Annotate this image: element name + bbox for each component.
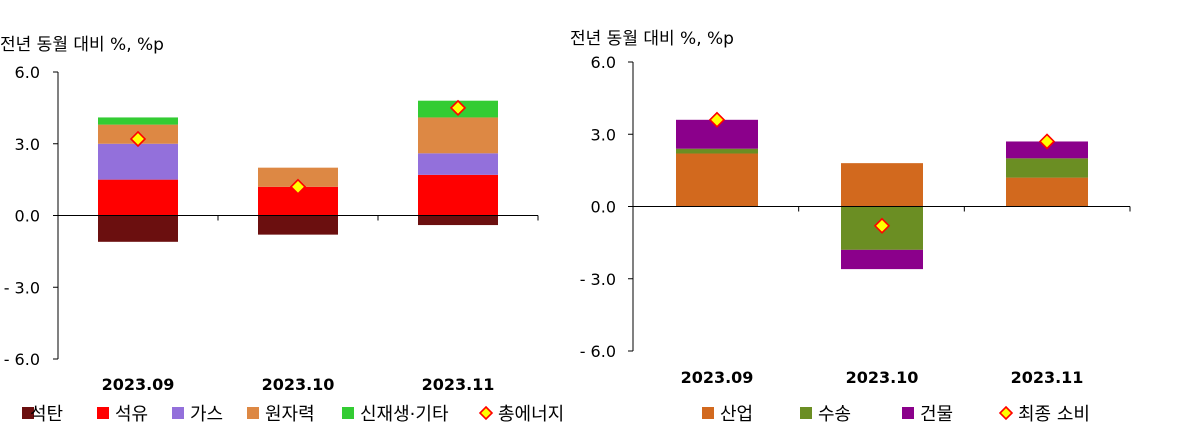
chart1-bar-1-0 — [676, 148, 758, 154]
chart1-legend-label-0: 산업 — [720, 404, 753, 425]
chart1-bar-1-2 — [1006, 158, 1088, 178]
chart1-y-tick-label: - 3.0 — [580, 270, 616, 289]
chart1-legend-label-2: 건물 — [920, 404, 953, 425]
chart0-total-marker-1 — [289, 178, 307, 195]
chart0-bar-2-0 — [98, 143, 178, 180]
chart0-y-tick-label: 6.0 — [15, 63, 40, 82]
chart1-legend-swatch-2 — [902, 407, 914, 419]
chart0-bar-2-2 — [418, 153, 498, 175]
chart1-legend-swatch-0 — [702, 407, 714, 419]
chart1-bar-0-1 — [841, 163, 923, 207]
chart1-total-marker-2 — [1038, 133, 1056, 150]
chart0-bar-1-0 — [98, 179, 178, 216]
chart0-bar-0-1 — [258, 215, 338, 235]
chart0-legend-label-5: 총에너지 — [498, 404, 564, 425]
chart1-bar-0-0 — [676, 153, 758, 207]
chart1-bar-2-1 — [841, 249, 923, 270]
chart0-legend-label-4: 신재생·기타 — [360, 404, 449, 425]
chart0-legend-label-3: 원자력 — [265, 404, 315, 425]
chart1-legend-label-1: 수송 — [818, 404, 851, 425]
chart1-category-label: 2023.09 — [681, 368, 754, 387]
chart1-y-tick-label: 6.0 — [591, 53, 616, 72]
chart0-category-label: 2023.11 — [422, 375, 495, 394]
chart0-bar-0-2 — [418, 215, 498, 226]
chart1-category-label: 2023.10 — [846, 368, 919, 387]
chart1-legend-label-3: 최종 소비 — [1018, 404, 1090, 425]
chart0-total-marker-2 — [449, 99, 467, 117]
chart0-bar-1-2 — [418, 174, 498, 216]
chart1-total-marker-1 — [873, 217, 891, 234]
chart1-y-tick-label: - 6.0 — [580, 342, 616, 361]
chart1-y-tick-label: 3.0 — [591, 125, 616, 144]
chart0-bar-4-0 — [98, 117, 178, 125]
chart0-legend-label-2: 가스 — [190, 404, 223, 425]
chart1-bar-0-2 — [1006, 177, 1088, 207]
chart0-legend-marker-total — [478, 405, 494, 421]
chart1-bar-2-2 — [1006, 141, 1088, 159]
chart0-legend-swatch-2 — [172, 407, 184, 419]
chart0-category-label: 2023.10 — [262, 375, 335, 394]
chart0-bar-0-0 — [98, 215, 178, 242]
chart0-y-tick-label: 3.0 — [15, 135, 40, 154]
chart1-legend-marker-total — [998, 405, 1014, 421]
chart1-legend-swatch-1 — [800, 407, 812, 419]
chart0-legend-swatch-0 — [22, 407, 34, 419]
chart0-total-marker-0 — [129, 130, 147, 148]
chart0-ylabel: 전년 동월 대비 %, %p — [0, 35, 164, 55]
chart1-ylabel: 전년 동월 대비 %, %p — [570, 29, 734, 49]
chart0-legend-label-0: 석탄 — [30, 404, 63, 425]
chart0-y-tick-label: - 3.0 — [4, 278, 40, 297]
chart1-y-tick-label: 0.0 — [591, 198, 616, 217]
chart0-legend-swatch-4 — [342, 407, 354, 419]
chart0-bar-3-1 — [258, 167, 338, 187]
chart1-category-label: 2023.11 — [1011, 368, 1084, 387]
chart0-y-tick-label: - 6.0 — [4, 350, 40, 369]
chart0-legend-swatch-1 — [97, 407, 109, 419]
chart0-legend-swatch-3 — [247, 407, 259, 419]
chart1-total-marker-0 — [708, 111, 726, 128]
chart0-y-tick-label: 0.0 — [15, 207, 40, 226]
chart0-legend-label-1: 석유 — [115, 404, 148, 425]
chart0-bar-3-2 — [418, 117, 498, 154]
chart0-category-label: 2023.09 — [102, 375, 175, 394]
